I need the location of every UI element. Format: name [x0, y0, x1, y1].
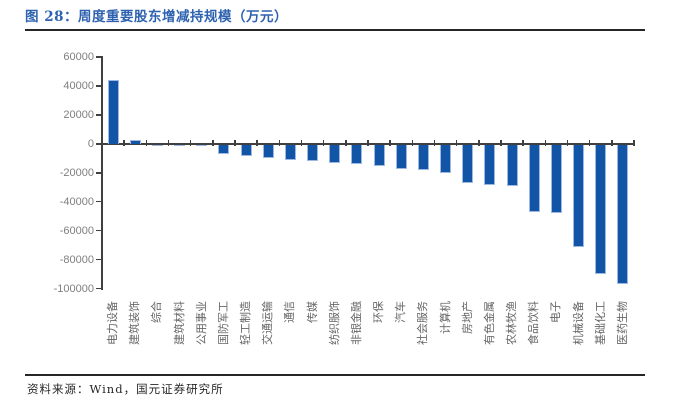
y-tick-label: 40000 — [63, 79, 94, 92]
x-axis-tick — [345, 139, 347, 147]
x-axis-tick — [367, 139, 369, 147]
y-axis-tick — [96, 85, 101, 87]
x-axis-tick — [123, 139, 125, 147]
bar — [307, 144, 319, 161]
x-axis-tick — [234, 139, 236, 147]
x-category-label: 综合 — [151, 301, 164, 323]
x-category-label: 建筑装饰 — [129, 301, 142, 345]
x-axis-tick — [167, 139, 170, 147]
x-category-label: 机械设备 — [572, 301, 585, 345]
x-category-label: 非银金融 — [350, 301, 363, 345]
x-axis-tick — [101, 139, 103, 147]
x-category-label: 计算机 — [439, 301, 452, 334]
x-category-label: 电子 — [550, 301, 563, 323]
x-axis-tick — [300, 139, 303, 147]
x-axis-tick — [455, 139, 458, 147]
x-category-label: 轻工制造 — [240, 301, 253, 345]
y-tick-label: -60000 — [59, 224, 94, 237]
x-category-label: 交通运输 — [262, 301, 275, 345]
bar — [240, 144, 252, 156]
bar — [174, 144, 186, 146]
x-category-label: 通信 — [284, 301, 297, 323]
x-axis-tick — [500, 139, 502, 147]
y-tick-label: 0 — [87, 137, 94, 150]
bar — [573, 144, 585, 247]
x-axis-tick — [145, 139, 148, 147]
bar — [196, 144, 208, 146]
y-axis-tick — [96, 56, 101, 58]
bar — [462, 144, 474, 184]
x-category-label: 医药生物 — [616, 301, 629, 345]
bar — [151, 144, 163, 146]
y-axis-tick — [96, 200, 101, 203]
x-axis-tick — [322, 139, 325, 147]
y-tick-label: -80000 — [59, 253, 94, 266]
bar — [262, 144, 274, 158]
x-category-label: 纺织服饰 — [328, 301, 341, 345]
bar — [373, 144, 385, 166]
x-category-label: 国防军工 — [217, 301, 230, 345]
bar — [417, 144, 429, 170]
bar — [484, 144, 496, 185]
x-axis-tick — [611, 139, 613, 147]
x-category-label: 农林牧渔 — [506, 301, 519, 345]
x-axis-tick — [522, 139, 524, 147]
title-divider-line — [25, 29, 645, 31]
y-tick-label: -20000 — [59, 166, 94, 179]
bar — [351, 144, 363, 165]
x-category-label: 公用事业 — [195, 301, 208, 345]
bar — [617, 144, 629, 284]
bar — [440, 144, 452, 173]
x-category-label: 社会服务 — [417, 301, 430, 345]
y-axis-tick — [96, 229, 101, 232]
y-axis-line — [101, 56, 103, 290]
x-category-label: 环保 — [373, 301, 386, 323]
x-category-label: 电力设备 — [107, 301, 120, 345]
y-axis-tick — [96, 258, 101, 261]
footer-divider-line — [25, 374, 645, 376]
y-tick-label: 20000 — [63, 108, 94, 121]
x-category-label: 传媒 — [306, 301, 319, 323]
y-tick-label: -100000 — [53, 282, 94, 295]
figure-title: 图 28：周度重要股东增减持规模（万元） — [25, 9, 288, 25]
y-tick-label: -40000 — [59, 195, 94, 208]
bar — [595, 144, 607, 275]
y-axis-tick — [96, 287, 101, 290]
x-category-label: 房地产 — [461, 301, 474, 334]
y-axis-tick — [96, 143, 101, 145]
bar — [528, 144, 540, 213]
x-axis-tick — [478, 139, 480, 147]
x-axis-tick — [633, 139, 635, 147]
y-axis-tick — [96, 172, 101, 174]
x-category-label: 食品饮料 — [528, 301, 541, 345]
y-tick-label: 60000 — [63, 51, 94, 63]
bar — [506, 144, 518, 187]
x-axis-tick — [588, 139, 591, 147]
x-category-label: 有色金属 — [483, 301, 496, 345]
x-axis-tick — [566, 139, 569, 147]
x-axis-tick — [189, 139, 192, 147]
x-category-label: 建筑材料 — [173, 301, 186, 345]
x-category-label: 基础化工 — [594, 301, 607, 345]
bar — [284, 144, 296, 160]
bar — [395, 144, 407, 169]
x-axis-tick — [411, 139, 414, 147]
x-axis-tick — [278, 139, 281, 147]
bar — [329, 144, 341, 164]
x-axis-tick — [544, 139, 547, 147]
bar — [550, 144, 562, 214]
x-axis-tick — [389, 139, 391, 147]
y-axis-tick — [96, 114, 101, 116]
x-axis-tick — [256, 139, 258, 147]
bar — [218, 144, 230, 154]
data-source-note: 资料来源：Wind，国元证券研究所 — [27, 382, 224, 396]
x-category-label: 汽车 — [395, 301, 408, 323]
bar — [107, 80, 119, 144]
bar — [129, 140, 141, 144]
x-axis-tick — [212, 139, 214, 147]
x-axis-tick — [433, 139, 436, 147]
